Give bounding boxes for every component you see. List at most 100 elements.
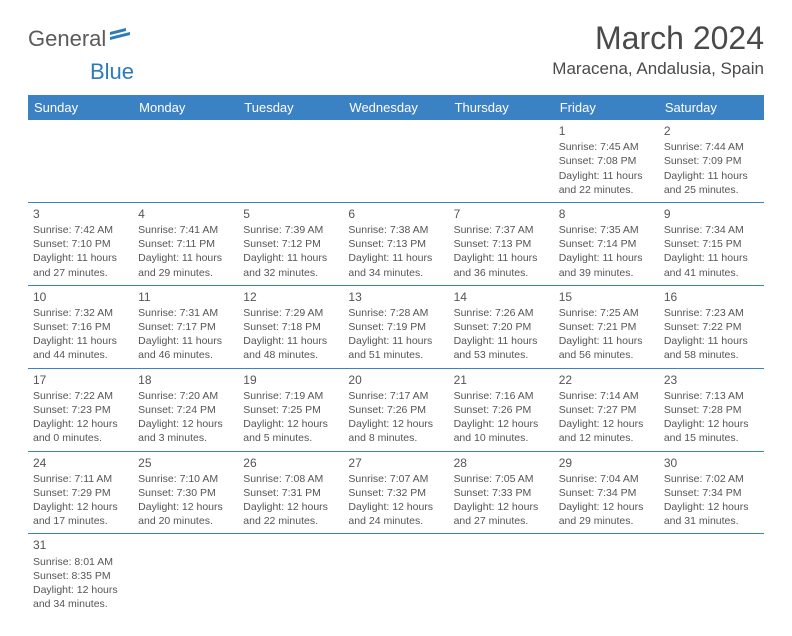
daylight1-text: Daylight: 11 hours (243, 251, 338, 265)
calendar-cell: 12Sunrise: 7:29 AMSunset: 7:18 PMDayligh… (238, 285, 343, 368)
daylight1-text: Daylight: 12 hours (559, 417, 654, 431)
calendar-table: Sunday Monday Tuesday Wednesday Thursday… (28, 95, 764, 616)
daylight1-text: Daylight: 11 hours (138, 251, 233, 265)
sunset-text: Sunset: 7:10 PM (33, 237, 128, 251)
sunset-text: Sunset: 7:33 PM (454, 486, 549, 500)
calendar-cell: 3Sunrise: 7:42 AMSunset: 7:10 PMDaylight… (28, 202, 133, 285)
sunset-text: Sunset: 7:27 PM (559, 403, 654, 417)
daylight2-text: and 3 minutes. (138, 431, 233, 445)
calendar-cell (28, 120, 133, 202)
daylight2-text: and 17 minutes. (33, 514, 128, 528)
daylight2-text: and 5 minutes. (243, 431, 338, 445)
sunset-text: Sunset: 7:21 PM (559, 320, 654, 334)
sunrise-text: Sunrise: 7:39 AM (243, 223, 338, 237)
sunset-text: Sunset: 7:19 PM (348, 320, 443, 334)
sunrise-text: Sunrise: 7:25 AM (559, 306, 654, 320)
calendar-cell (554, 534, 659, 616)
daylight1-text: Daylight: 12 hours (454, 500, 549, 514)
day-number: 20 (348, 372, 443, 388)
location-subtitle: Maracena, Andalusia, Spain (552, 59, 764, 79)
sunrise-text: Sunrise: 7:16 AM (454, 389, 549, 403)
sunrise-text: Sunrise: 7:02 AM (664, 472, 759, 486)
sunset-text: Sunset: 7:28 PM (664, 403, 759, 417)
sunset-text: Sunset: 7:14 PM (559, 237, 654, 251)
sunset-text: Sunset: 7:25 PM (243, 403, 338, 417)
calendar-cell (449, 120, 554, 202)
sunrise-text: Sunrise: 7:38 AM (348, 223, 443, 237)
sunrise-text: Sunrise: 7:35 AM (559, 223, 654, 237)
calendar-cell: 2Sunrise: 7:44 AMSunset: 7:09 PMDaylight… (659, 120, 764, 202)
calendar-cell: 27Sunrise: 7:07 AMSunset: 7:32 PMDayligh… (343, 451, 448, 534)
day-number: 1 (559, 123, 654, 139)
calendar-cell (133, 534, 238, 616)
calendar-cell (238, 534, 343, 616)
calendar-week: 24Sunrise: 7:11 AMSunset: 7:29 PMDayligh… (28, 451, 764, 534)
sunrise-text: Sunrise: 7:20 AM (138, 389, 233, 403)
day-number: 25 (138, 455, 233, 471)
day-number: 28 (454, 455, 549, 471)
calendar-cell: 31Sunrise: 8:01 AMSunset: 8:35 PMDayligh… (28, 534, 133, 616)
calendar-cell: 7Sunrise: 7:37 AMSunset: 7:13 PMDaylight… (449, 202, 554, 285)
sunrise-text: Sunrise: 7:05 AM (454, 472, 549, 486)
daylight1-text: Daylight: 11 hours (138, 334, 233, 348)
daylight1-text: Daylight: 11 hours (454, 334, 549, 348)
sunset-text: Sunset: 7:31 PM (243, 486, 338, 500)
sunrise-text: Sunrise: 7:10 AM (138, 472, 233, 486)
sunset-text: Sunset: 7:12 PM (243, 237, 338, 251)
calendar-cell: 18Sunrise: 7:20 AMSunset: 7:24 PMDayligh… (133, 368, 238, 451)
calendar-cell: 11Sunrise: 7:31 AMSunset: 7:17 PMDayligh… (133, 285, 238, 368)
day-number: 16 (664, 289, 759, 305)
calendar-cell: 8Sunrise: 7:35 AMSunset: 7:14 PMDaylight… (554, 202, 659, 285)
daylight2-text: and 27 minutes. (454, 514, 549, 528)
daylight2-text: and 24 minutes. (348, 514, 443, 528)
daylight1-text: Daylight: 12 hours (138, 500, 233, 514)
daylight2-text: and 8 minutes. (348, 431, 443, 445)
calendar-cell (343, 534, 448, 616)
sunset-text: Sunset: 7:13 PM (454, 237, 549, 251)
calendar-week: 17Sunrise: 7:22 AMSunset: 7:23 PM Dayligh… (28, 368, 764, 451)
sunrise-text: Sunrise: 7:04 AM (559, 472, 654, 486)
col-wednesday: Wednesday (343, 95, 448, 120)
sunrise-text: Sunrise: 7:23 AM (664, 306, 759, 320)
day-number: 21 (454, 372, 549, 388)
day-number: 29 (559, 455, 654, 471)
day-number: 7 (454, 206, 549, 222)
sunset-text: Sunset: 7:23 PM (33, 403, 128, 417)
calendar-cell: 6Sunrise: 7:38 AMSunset: 7:13 PMDaylight… (343, 202, 448, 285)
day-number: 2 (664, 123, 759, 139)
calendar-cell: 24Sunrise: 7:11 AMSunset: 7:29 PMDayligh… (28, 451, 133, 534)
sunset-text: Sunset: 7:09 PM (664, 154, 759, 168)
day-number: 11 (138, 289, 233, 305)
calendar-cell: 29Sunrise: 7:04 AMSunset: 7:34 PMDayligh… (554, 451, 659, 534)
daylight1-text: Daylight: 12 hours (138, 417, 233, 431)
daylight2-text: and 56 minutes. (559, 348, 654, 362)
sunrise-text: Sunrise: 7:34 AM (664, 223, 759, 237)
day-number: 17 (33, 372, 128, 388)
col-saturday: Saturday (659, 95, 764, 120)
day-number: 24 (33, 455, 128, 471)
daylight2-text: and 51 minutes. (348, 348, 443, 362)
daylight2-text: and 10 minutes. (454, 431, 549, 445)
day-number: 9 (664, 206, 759, 222)
daylight1-text: Daylight: 12 hours (664, 500, 759, 514)
day-number: 10 (33, 289, 128, 305)
sunrise-text: Sunrise: 7:22 AM (33, 389, 128, 403)
daylight2-text: and 29 minutes. (559, 514, 654, 528)
logo-text-blue: Blue (90, 59, 134, 85)
daylight1-text: Daylight: 11 hours (664, 169, 759, 183)
calendar-cell (238, 120, 343, 202)
sunrise-text: Sunrise: 7:07 AM (348, 472, 443, 486)
day-number: 30 (664, 455, 759, 471)
sunset-text: Sunset: 7:32 PM (348, 486, 443, 500)
sunset-text: Sunset: 7:13 PM (348, 237, 443, 251)
day-number: 18 (138, 372, 233, 388)
calendar-cell: 21Sunrise: 7:16 AMSunset: 7:26 PMDayligh… (449, 368, 554, 451)
col-monday: Monday (133, 95, 238, 120)
day-number: 19 (243, 372, 338, 388)
daylight2-text: and 58 minutes. (664, 348, 759, 362)
calendar-cell: 28Sunrise: 7:05 AMSunset: 7:33 PMDayligh… (449, 451, 554, 534)
daylight1-text: Daylight: 11 hours (348, 251, 443, 265)
daylight1-text: Daylight: 11 hours (454, 251, 549, 265)
calendar-cell: 19Sunrise: 7:19 AMSunset: 7:25 PMDayligh… (238, 368, 343, 451)
title-block: March 2024 Maracena, Andalusia, Spain (552, 20, 764, 79)
